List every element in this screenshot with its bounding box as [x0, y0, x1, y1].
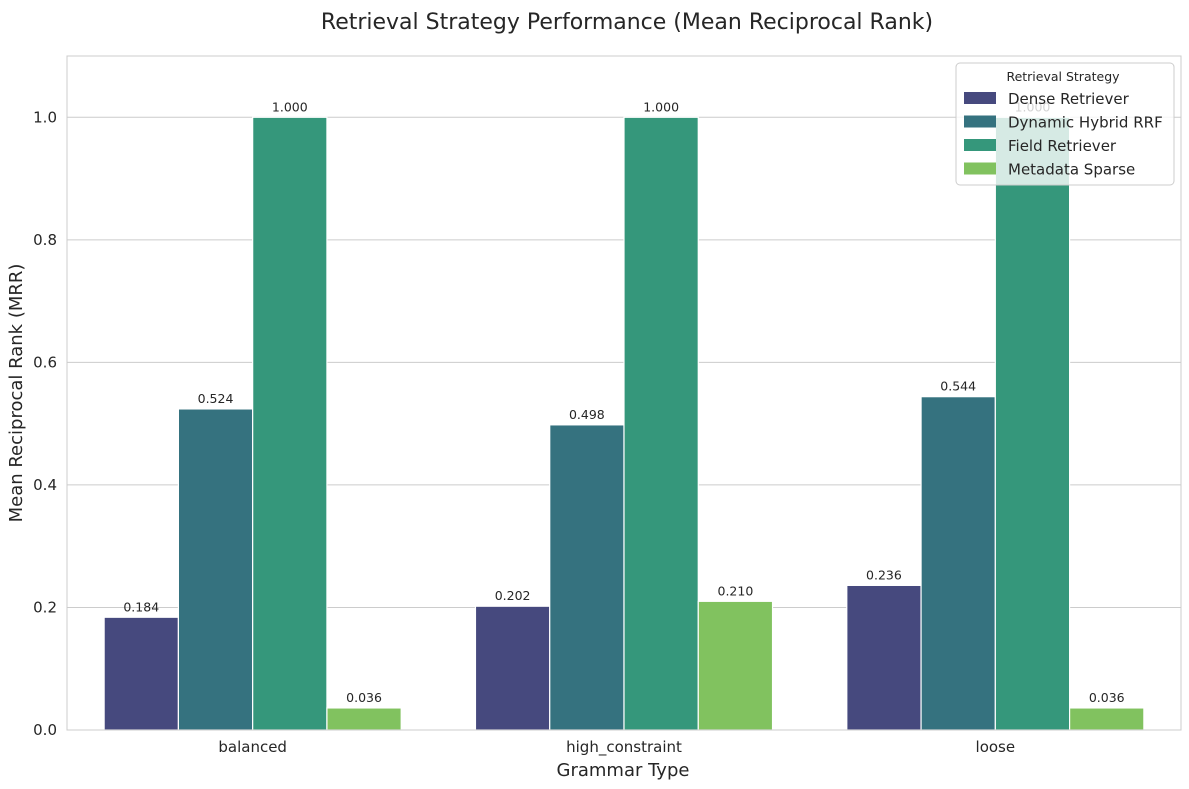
data-label: 1.000	[643, 99, 679, 114]
legend-swatch	[964, 115, 996, 128]
legend-box	[955, 62, 1175, 186]
legend-title: Retrieval Strategy	[1006, 69, 1120, 84]
legend-label: Dynamic Hybrid RRF	[1008, 114, 1163, 132]
y-tick-label: 0.6	[33, 353, 57, 371]
legend-swatch	[964, 92, 996, 104]
y-tick-label: 0.2	[33, 598, 57, 616]
data-label: 0.236	[866, 567, 902, 582]
bars	[103, 116, 1145, 731]
data-label: 0.210	[718, 583, 754, 598]
y-tick-label: 0.0	[33, 721, 57, 739]
x-tick-label: loose	[976, 738, 1016, 756]
chart-title: Retrieval Strategy Performance (Mean Rec…	[321, 10, 933, 35]
bar	[252, 116, 328, 731]
bar	[846, 584, 922, 731]
x-tick-label: high_constraint	[566, 738, 682, 757]
y-tick-label: 0.8	[33, 231, 57, 249]
bar	[623, 116, 699, 731]
bar	[177, 408, 254, 731]
data-label: 0.524	[198, 391, 234, 406]
data-label: 0.544	[940, 379, 976, 394]
data-label: 0.202	[495, 588, 531, 603]
legend-label: Field Retriever	[1008, 137, 1117, 155]
legend-label: Dense Retriever	[1008, 90, 1130, 108]
plot-frame	[66, 55, 1182, 731]
bar	[103, 616, 180, 731]
axis-ticks: 0.0 0.2 0.4 0.6 0.8 1.0 balanced high_constrain…	[33, 108, 1015, 757]
legend-label: Metadata Sparse	[1008, 161, 1135, 179]
legend: Retrieval Strategy Dense Retriever Dynami…	[955, 62, 1175, 186]
bar	[474, 605, 551, 731]
data-label: 0.498	[569, 407, 605, 422]
bar	[326, 707, 402, 731]
y-axis-label: Mean Reciprocal Rank (MRR)	[6, 264, 27, 523]
data-label: 0.184	[123, 599, 159, 614]
data-label: 1.000	[272, 99, 308, 114]
legend-items: Dense Retriever Dynamic Hybrid RRF Field R…	[964, 90, 1163, 179]
bar	[994, 116, 1071, 731]
data-labels: 0.184 0.202 0.236 0.524 0.498 0.544 1.000 1.000…	[123, 99, 1124, 705]
bar	[697, 600, 774, 731]
x-axis-label: Grammar Type	[557, 760, 690, 781]
y-tick-label: 1.0	[33, 108, 57, 126]
bar	[1068, 707, 1145, 731]
bar	[549, 424, 625, 731]
legend-swatch	[964, 162, 996, 175]
bar	[920, 396, 996, 731]
data-label: 0.036	[346, 690, 382, 705]
legend-swatch	[964, 139, 996, 151]
y-tick-label: 0.4	[33, 476, 57, 494]
x-tick-label: balanced	[218, 738, 287, 756]
data-label: 0.036	[1089, 690, 1125, 705]
